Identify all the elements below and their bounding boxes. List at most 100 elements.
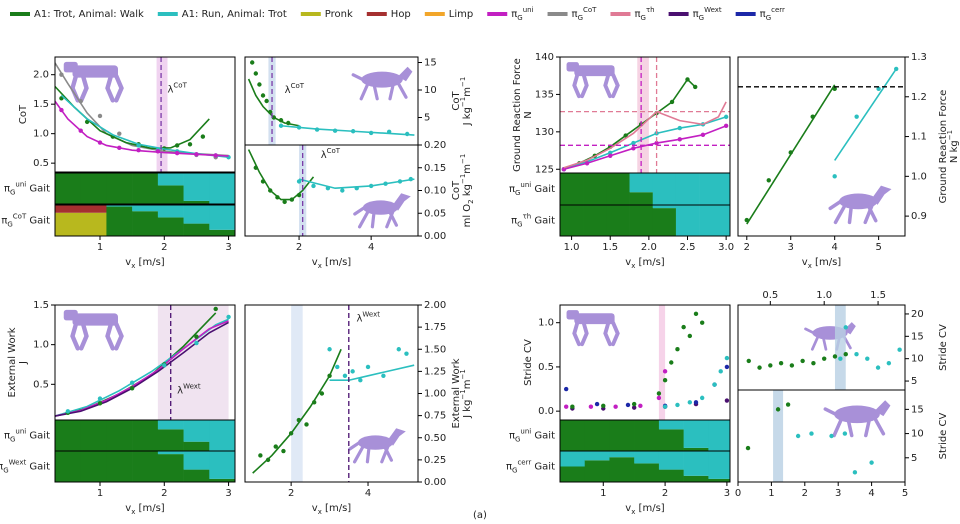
text-part: Ground Reaction Force <box>938 90 949 204</box>
text-part: G <box>517 14 522 22</box>
gait-fraction <box>80 205 107 213</box>
animal-silhouette <box>828 183 894 225</box>
text-part: −1 <box>459 77 467 87</box>
text-part: 2 <box>467 199 475 203</box>
plot-area <box>746 305 902 390</box>
text-part: −1 <box>459 369 467 379</box>
y-tick-label: 1.3 <box>911 52 927 63</box>
y-tick-label: 10 <box>911 354 924 365</box>
text-part: CoT <box>173 81 187 89</box>
gait-fraction <box>658 420 684 430</box>
gait-fraction <box>629 192 654 205</box>
gait-fraction <box>55 451 82 482</box>
series-line <box>247 149 315 201</box>
data-point <box>631 401 637 407</box>
strip-label: πGWext Gait <box>0 459 50 475</box>
data-point <box>155 149 161 154</box>
data-point <box>258 453 263 458</box>
y-axis-label: Ground Reaction Force <box>938 90 949 204</box>
series-line <box>247 78 300 127</box>
data-point <box>875 365 881 370</box>
y-tick-label: 0.05 <box>424 208 446 219</box>
data-point <box>194 334 199 339</box>
y-tick-label: 1.5 <box>33 99 49 110</box>
gait-fraction <box>658 451 684 470</box>
data-point <box>187 142 193 147</box>
text-part: x <box>131 262 135 270</box>
y-tick-label: 2.0 <box>33 70 49 81</box>
y-tick-label: 15 <box>424 58 437 69</box>
data-point <box>829 433 834 439</box>
animal-silhouette <box>804 320 858 351</box>
text-part: τh <box>646 6 655 14</box>
data-point <box>625 402 631 408</box>
gait-fraction <box>699 173 731 205</box>
gait-fraction <box>609 420 635 451</box>
text-part: CoT <box>18 104 29 124</box>
text-part: m <box>462 164 473 174</box>
data-point <box>281 448 286 454</box>
data-point <box>768 363 773 368</box>
text-part: λ <box>356 313 362 324</box>
series-line <box>329 364 415 382</box>
data-point <box>687 400 693 405</box>
text-part: cerr <box>771 6 785 14</box>
data-point <box>194 340 199 346</box>
data-point <box>97 140 103 145</box>
data-point <box>59 107 64 113</box>
text-part: Stride CV <box>938 324 949 371</box>
text-part: Wext <box>183 383 201 391</box>
data-point <box>699 395 705 401</box>
data-point <box>821 356 827 361</box>
text-part: v <box>125 503 131 514</box>
text-part: λ <box>321 150 327 161</box>
series-line <box>55 320 229 417</box>
text-part: G <box>10 189 15 197</box>
data-point <box>563 386 569 392</box>
band <box>773 390 784 482</box>
data-point <box>563 404 569 409</box>
text-part: G <box>766 14 771 22</box>
data-point <box>97 396 103 401</box>
gait-fraction <box>157 420 184 430</box>
gait-fraction <box>209 205 236 230</box>
annotation: λCoT <box>168 81 188 95</box>
data-point <box>700 132 706 138</box>
gait-fraction <box>658 429 684 451</box>
axes-frame <box>737 56 906 237</box>
gait-fraction <box>157 454 184 482</box>
x-tick-label: 3 <box>835 488 841 499</box>
gait-fraction <box>209 451 236 479</box>
band <box>156 57 168 172</box>
text-part: [m/s] <box>635 257 664 268</box>
panel: 5 10 15 20 0.5 1.0 1.5 Stride CV <box>737 290 949 391</box>
y-tick-label: 0.50 <box>424 433 446 444</box>
text-part: Ground Reaction Force <box>512 58 523 172</box>
data-point <box>594 401 600 407</box>
gait-fraction <box>652 173 677 205</box>
legend-label: πGcerr <box>760 6 785 22</box>
data-point <box>304 422 309 427</box>
plot-area <box>563 305 730 420</box>
text-part: π <box>4 184 10 195</box>
text-part: uni <box>15 181 26 189</box>
axes-frame <box>559 304 731 421</box>
x-tick-label: 4 <box>365 488 371 499</box>
text-part: G <box>7 221 12 229</box>
x-tick-label: 3 <box>225 242 231 253</box>
data-point <box>570 404 575 409</box>
text-part: π <box>760 9 766 20</box>
data-point <box>724 398 730 403</box>
data-point <box>296 179 302 184</box>
text-part: G <box>3 467 8 475</box>
data-point <box>78 128 83 133</box>
gait-fraction <box>106 206 133 236</box>
text-part: A1: Trot, Animal: Walk <box>34 9 144 20</box>
gait-fraction <box>80 420 107 451</box>
text-part: ml O <box>462 204 473 228</box>
y-tick-label: 15 <box>911 331 924 342</box>
gait-fraction <box>106 173 133 204</box>
data-point <box>319 391 325 396</box>
